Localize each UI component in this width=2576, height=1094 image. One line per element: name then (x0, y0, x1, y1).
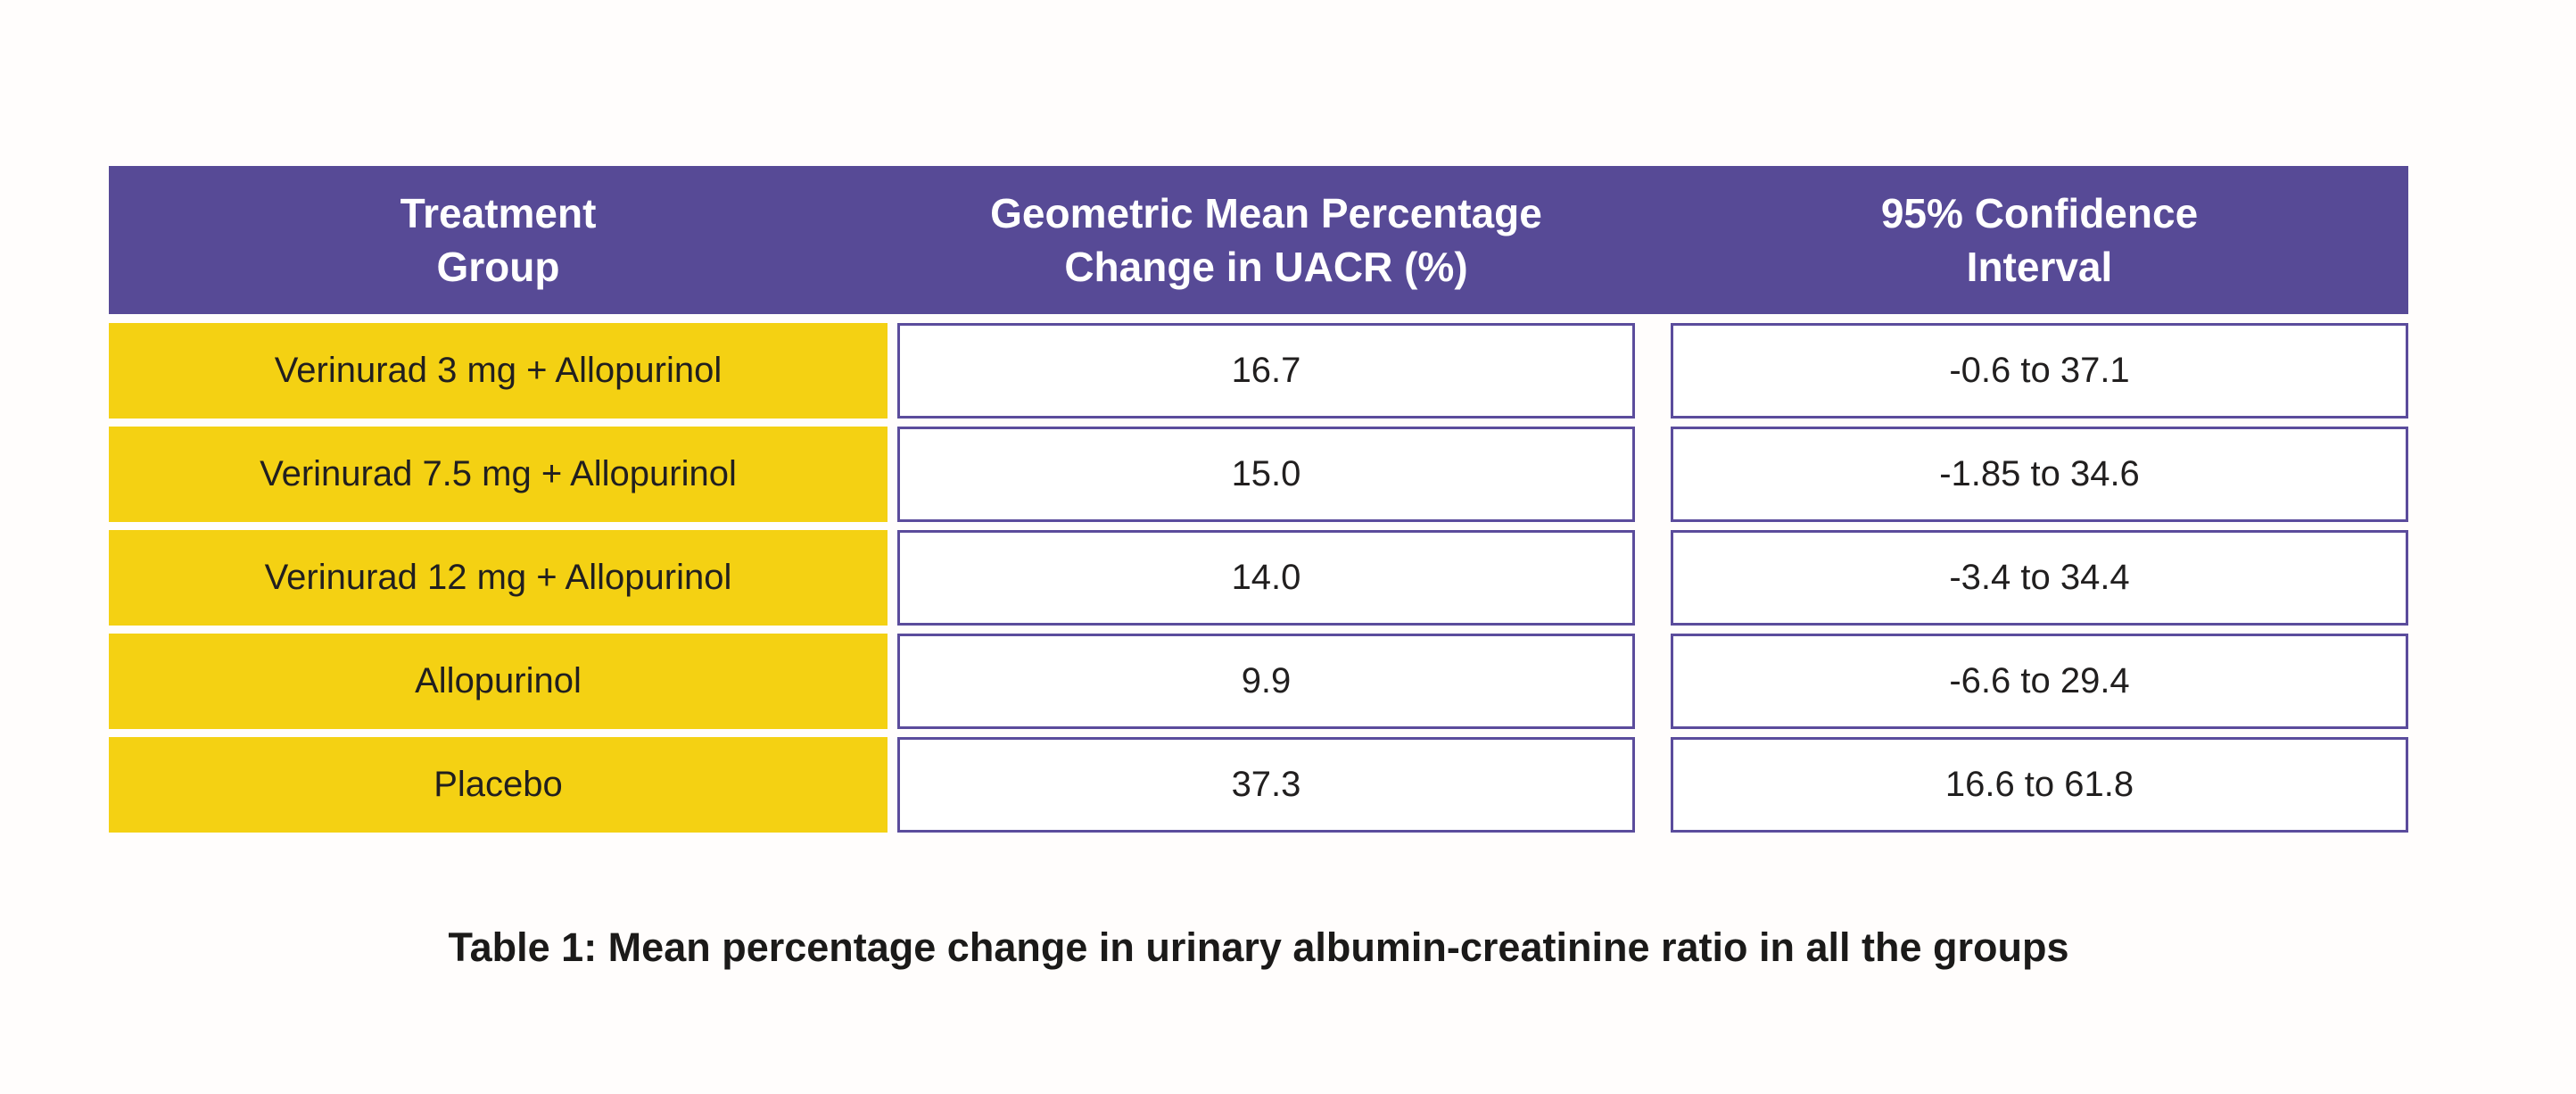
confidence-interval-cell: 16.6 to 61.8 (1671, 737, 2408, 833)
confidence-interval-cell: -0.6 to 37.1 (1671, 323, 2408, 419)
results-table: Treatment Group Geometric Mean Percentag… (109, 166, 2408, 833)
confidence-interval-cell: -3.4 to 34.4 (1671, 530, 2408, 626)
header-confidence-interval: 95% Confidence Interval (1671, 166, 2408, 314)
column-gap (888, 634, 897, 729)
column-gap (888, 530, 897, 626)
table-header-row: Treatment Group Geometric Mean Percentag… (109, 166, 2408, 314)
header-line: Change in UACR (%) (1064, 244, 1468, 290)
confidence-interval-cell: -6.6 to 29.4 (1671, 634, 2408, 729)
column-gap (888, 166, 897, 314)
header-treatment-group: Treatment Group (109, 166, 888, 314)
table-row: Verinurad 3 mg + Allopurinol 16.7 -0.6 t… (109, 323, 2408, 419)
mean-change-cell: 14.0 (897, 530, 1635, 626)
table-row: Verinurad 12 mg + Allopurinol 14.0 -3.4 … (109, 530, 2408, 626)
header-geometric-mean-change: Geometric Mean Percentage Change in UACR… (897, 166, 1635, 314)
treatment-group-cell: Placebo (109, 737, 888, 833)
confidence-interval-cell: -1.85 to 34.6 (1671, 427, 2408, 522)
header-line: 95% Confidence (1880, 190, 2199, 236)
mean-change-cell: 16.7 (897, 323, 1635, 419)
header-line: Treatment (400, 190, 597, 236)
column-gap (1635, 530, 1671, 626)
treatment-group-cell: Verinurad 12 mg + Allopurinol (109, 530, 888, 626)
table-body: Verinurad 3 mg + Allopurinol 16.7 -0.6 t… (109, 323, 2408, 833)
column-gap (1635, 323, 1671, 419)
column-gap (1635, 737, 1671, 833)
table-row: Verinurad 7.5 mg + Allopurinol 15.0 -1.8… (109, 427, 2408, 522)
table-row: Placebo 37.3 16.6 to 61.8 (109, 737, 2408, 833)
column-gap (1635, 427, 1671, 522)
treatment-group-cell: Verinurad 3 mg + Allopurinol (109, 323, 888, 419)
column-gap (1635, 634, 1671, 729)
column-gap (1635, 166, 1671, 314)
treatment-group-cell: Allopurinol (109, 634, 888, 729)
table-row: Allopurinol 9.9 -6.6 to 29.4 (109, 634, 2408, 729)
header-line: Geometric Mean Percentage (990, 190, 1542, 236)
column-gap (888, 323, 897, 419)
mean-change-cell: 9.9 (897, 634, 1635, 729)
treatment-group-cell: Verinurad 7.5 mg + Allopurinol (109, 427, 888, 522)
table-caption: Table 1: Mean percentage change in urina… (448, 924, 2069, 970)
mean-change-cell: 37.3 (897, 737, 1635, 833)
header-line: Group (436, 244, 560, 290)
column-gap (888, 427, 897, 522)
mean-change-cell: 15.0 (897, 427, 1635, 522)
header-line: Interval (1966, 244, 2113, 290)
column-gap (888, 737, 897, 833)
